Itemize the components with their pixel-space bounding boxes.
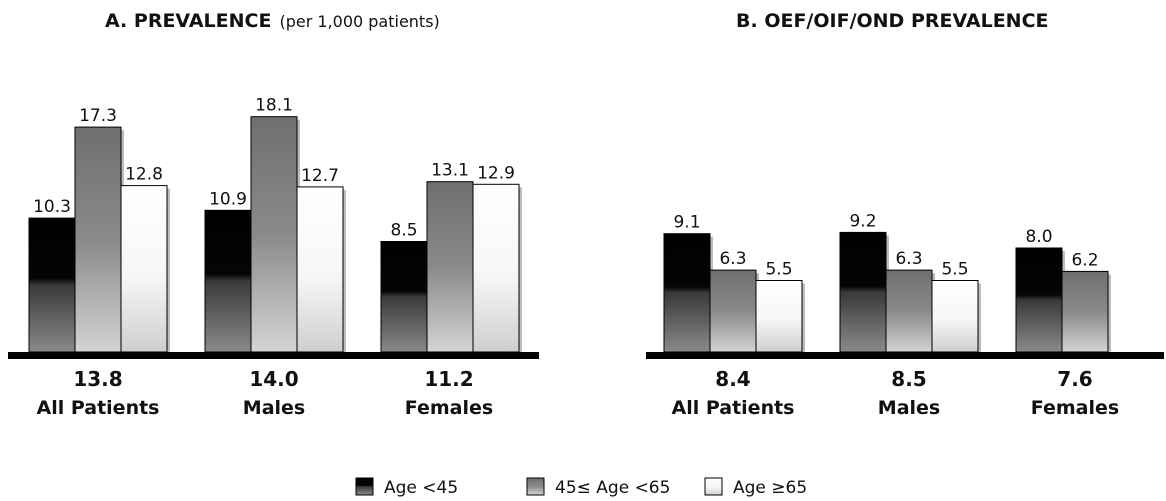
panel-b-total-males: 8.5 — [891, 367, 926, 391]
panel-b-category-all-patients: All Patients — [672, 397, 795, 419]
panel-a-bar-females-s0-value-label: 8.5 — [390, 221, 417, 241]
panel-a-total-males: 14.0 — [249, 367, 298, 391]
panel-a-title: A. PREVALENCE (per 1,000 patients) — [105, 10, 440, 32]
panel-a-bar-females-s0 — [380, 241, 428, 353]
panel-a-bar-females-s2 — [472, 183, 520, 353]
panel-a-bar-all-patients-s2-value-label: 12.8 — [125, 165, 163, 185]
panel-b-bar-all-patients-s1 — [709, 269, 757, 353]
panel-b-bar-males-s2 — [931, 280, 979, 353]
panel-b-title: B. OEF/OIF/OND PREVALENCE — [736, 10, 1049, 32]
panel-b-bar-all-patients-s0-value-label: 9.1 — [673, 213, 700, 233]
panel-b-bar-all-patients-s1-value-label: 6.3 — [719, 249, 746, 269]
panel-a-bar-all-patients-s2 — [120, 185, 168, 353]
panel-b-bar-all-patients-s2 — [755, 280, 803, 353]
panel-a-total-females: 11.2 — [424, 367, 473, 391]
legend-swatch-age-under-45 — [355, 477, 374, 496]
panel-b-total-all-patients: 8.4 — [715, 367, 750, 391]
panel-a-category-females: Females — [405, 397, 493, 419]
panel-b-bar-females-s1-value-label: 6.2 — [1071, 250, 1098, 270]
panel-b-category-females: Females — [1031, 397, 1119, 419]
panel-a-baseline — [8, 352, 539, 359]
panel-a-bar-males-s0-value-label: 10.9 — [209, 189, 247, 209]
panel-a-total-all-patients: 13.8 — [73, 367, 122, 391]
panel-b-bar-males-s1-value-label: 6.3 — [895, 249, 922, 269]
panel-b-bar-males-s0-value-label: 9.2 — [849, 211, 876, 231]
panel-a-category-all-patients: All Patients — [37, 397, 160, 419]
panel-a-bar-males-s0 — [204, 209, 252, 353]
legend-label-age-65-plus: Age ≥65 — [733, 478, 807, 498]
panel-a-bar-males-s1-value-label: 18.1 — [255, 96, 293, 116]
panel-a-category-males: Males — [243, 397, 305, 419]
panel-b-bar-males-s0 — [839, 231, 887, 353]
legend: Age <45 45≤ Age <65 Age ≥65 — [355, 477, 807, 498]
legend-swatch-age-45-65 — [526, 477, 545, 496]
panel-a-bar-females-s1 — [426, 181, 474, 353]
legend-swatch-age-65-plus — [704, 477, 723, 496]
panel-a-bar-all-patients-s0-value-label: 10.3 — [33, 197, 71, 217]
panel-a-bar-males-s2 — [296, 186, 344, 353]
panel-b-bar-males-s2-value-label: 5.5 — [941, 260, 968, 280]
panel-a-bar-males-s1 — [250, 116, 298, 353]
legend-label-age-45-65: 45≤ Age <65 — [555, 478, 670, 498]
panel-a-bar-all-patients-s1 — [74, 126, 122, 353]
panel-b-bar-all-patients-s2-value-label: 5.5 — [765, 260, 792, 280]
panel-b-bar-females-s1 — [1061, 270, 1109, 353]
panel-b-bar-females-s0-value-label: 8.0 — [1025, 227, 1052, 247]
panel-b-bar-females-s0 — [1015, 247, 1063, 353]
panel-a-bar-males-s2-value-label: 12.7 — [301, 166, 339, 186]
panel-b-bar-all-patients-s0 — [663, 233, 711, 353]
panel-b-baseline — [646, 352, 1164, 359]
legend-label-age-under-45: Age <45 — [384, 478, 458, 498]
panel-b-category-males: Males — [878, 397, 940, 419]
panel-b-bar-males-s1 — [885, 269, 933, 353]
panel-a-bar-females-s1-value-label: 13.1 — [431, 161, 469, 181]
panel-a-bar-all-patients-s0 — [28, 217, 76, 353]
panel-a-bar-all-patients-s1-value-label: 17.3 — [79, 106, 117, 126]
panel-b-total-females: 7.6 — [1057, 367, 1092, 391]
panel-a-bar-females-s2-value-label: 12.9 — [477, 163, 515, 183]
